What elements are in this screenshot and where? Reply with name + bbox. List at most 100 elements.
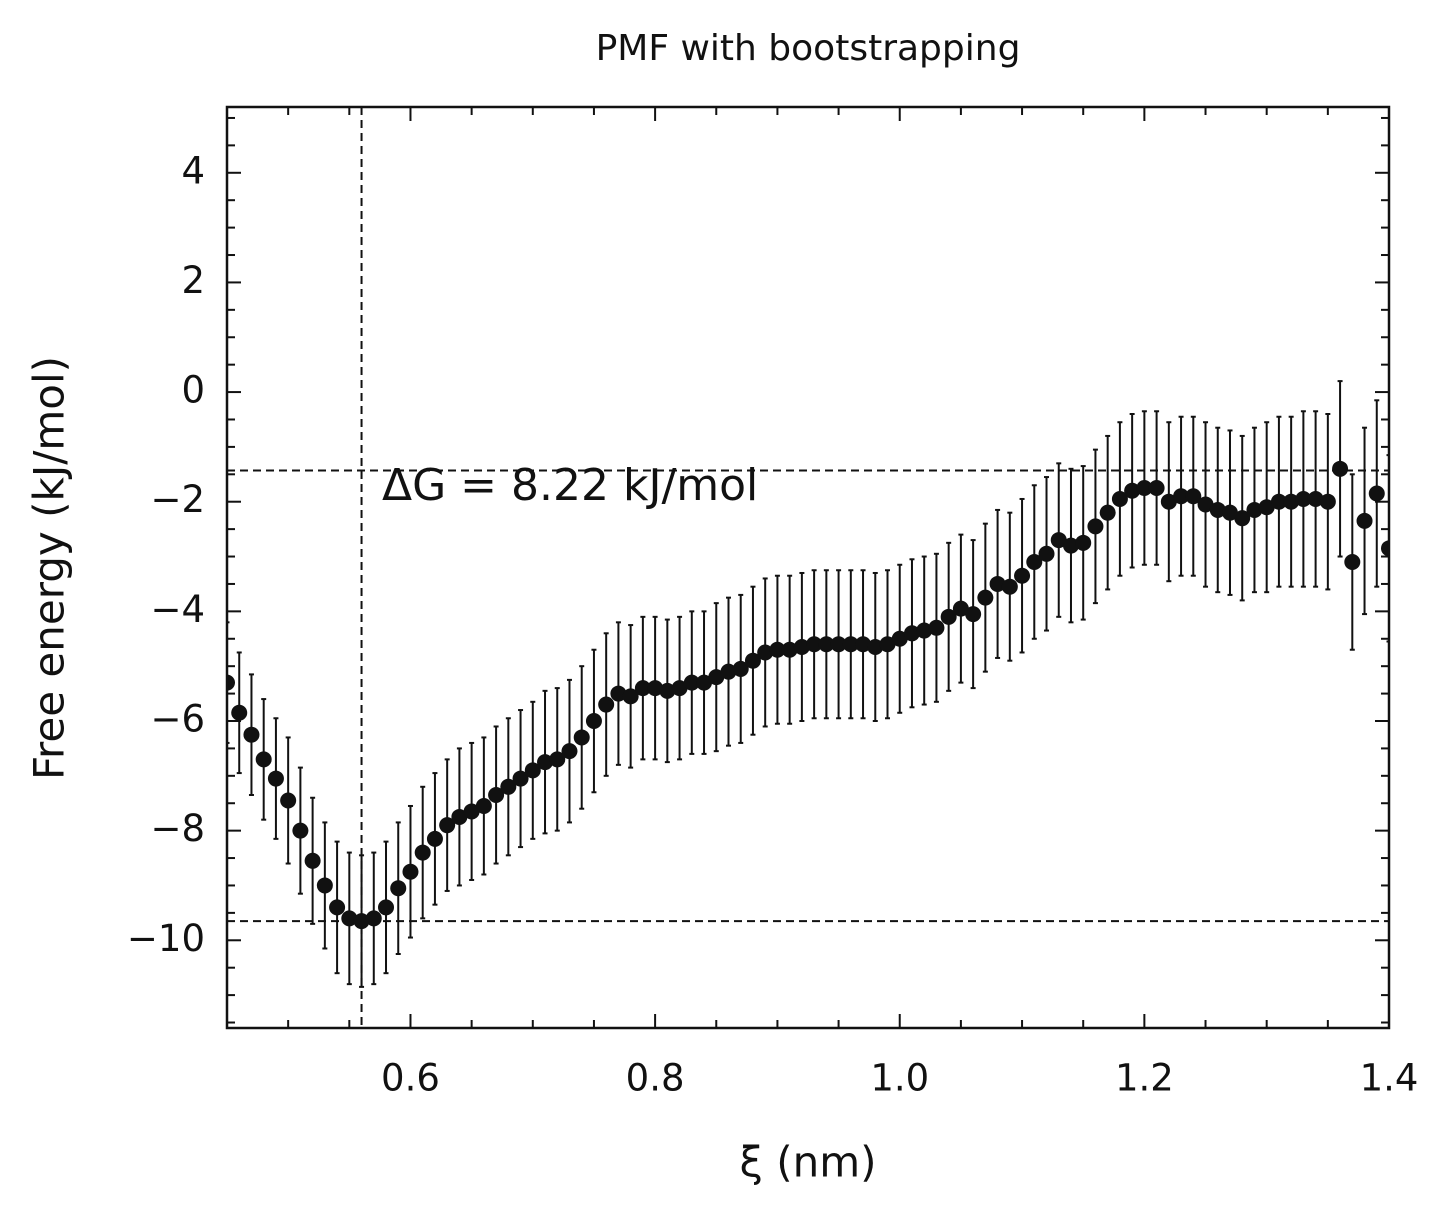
data-point xyxy=(1062,537,1079,554)
data-point xyxy=(1295,490,1312,507)
data-point xyxy=(524,762,541,779)
data-point xyxy=(1319,493,1336,510)
data-point xyxy=(1381,540,1389,557)
data-point xyxy=(475,797,492,814)
data-point xyxy=(537,754,554,771)
data-point xyxy=(671,680,688,697)
data-point xyxy=(1185,488,1202,505)
data-point xyxy=(1258,499,1275,516)
data-point xyxy=(573,729,590,746)
data-point xyxy=(806,636,823,653)
data-point xyxy=(818,636,835,653)
data-point xyxy=(598,696,615,713)
data-point xyxy=(1160,493,1177,510)
data-point xyxy=(304,852,321,869)
x-tick-label: 0.6 xyxy=(381,1057,440,1100)
data-point xyxy=(720,663,737,680)
data-point xyxy=(561,743,578,760)
data-point xyxy=(879,636,896,653)
data-point xyxy=(696,674,713,691)
data-point xyxy=(463,803,480,820)
data-point xyxy=(512,770,529,787)
data-point xyxy=(757,644,774,661)
data-point xyxy=(647,680,664,697)
data-point xyxy=(1332,460,1349,477)
data-point xyxy=(1014,567,1031,584)
data-point xyxy=(255,751,272,768)
data-point xyxy=(977,589,994,606)
data-point xyxy=(426,830,443,847)
y-tick-label: −6 xyxy=(150,698,205,741)
data-point xyxy=(1234,510,1251,527)
data-point xyxy=(488,787,505,804)
data-point xyxy=(439,817,456,834)
data-point xyxy=(1050,532,1067,549)
data-point xyxy=(1148,480,1165,497)
data-point xyxy=(781,641,798,658)
chart-title: PMF with bootstrapping xyxy=(596,28,1021,69)
data-point xyxy=(1270,493,1287,510)
data-point xyxy=(634,680,651,697)
data-point xyxy=(292,822,309,839)
data-point xyxy=(928,619,945,636)
data-point xyxy=(451,808,468,825)
data-point xyxy=(659,682,676,699)
x-tick-label: 1.4 xyxy=(1360,1057,1419,1100)
y-tick-label: 0 xyxy=(181,369,205,412)
data-point xyxy=(1026,554,1043,571)
y-tick-label: −2 xyxy=(150,478,205,521)
data-point xyxy=(842,636,859,653)
data-point xyxy=(243,726,260,743)
data-point xyxy=(280,792,297,809)
data-point xyxy=(549,751,566,768)
data-point xyxy=(1209,501,1226,518)
data-point xyxy=(744,652,761,669)
data-point xyxy=(402,863,419,880)
data-point xyxy=(1356,512,1373,529)
data-point xyxy=(1173,488,1190,505)
data-point xyxy=(903,625,920,642)
data-point xyxy=(390,880,407,897)
data-point xyxy=(1111,490,1128,507)
plot-frame xyxy=(225,105,1391,1030)
y-tick-label: −4 xyxy=(150,588,205,631)
data-point xyxy=(1307,490,1324,507)
x-tick-label: 1.2 xyxy=(1115,1057,1174,1100)
data-point xyxy=(1246,501,1263,518)
data-point xyxy=(683,674,700,691)
data-point xyxy=(1099,504,1116,521)
data-point xyxy=(378,899,395,916)
data-point xyxy=(365,910,382,927)
y-tick-label: −8 xyxy=(150,807,205,850)
data-point xyxy=(867,638,884,655)
y-axis-label: Free energy (kJ/mol) xyxy=(25,356,74,780)
data-point xyxy=(227,674,235,691)
data-point xyxy=(940,608,957,625)
plot-area xyxy=(227,107,1389,1028)
y-tick-label: −10 xyxy=(127,917,205,960)
data-point xyxy=(1124,482,1141,499)
data-point xyxy=(708,669,725,686)
data-point xyxy=(316,877,333,894)
data-point xyxy=(1136,480,1153,497)
data-point xyxy=(916,622,933,639)
data-point xyxy=(231,704,248,721)
y-tick-label: 2 xyxy=(181,259,205,302)
data-point xyxy=(1197,496,1214,513)
data-point xyxy=(610,685,627,702)
data-point xyxy=(622,688,639,705)
data-point xyxy=(769,641,786,658)
data-point xyxy=(585,713,602,729)
x-axis-label: ξ (nm) xyxy=(739,1138,876,1187)
data-point xyxy=(830,636,847,653)
data-point xyxy=(1221,504,1238,521)
data-point xyxy=(329,899,346,916)
annotation: ΔG = 8.22 kJ/mol xyxy=(382,460,758,511)
data-point xyxy=(732,660,749,677)
data-point xyxy=(267,770,284,787)
data-point xyxy=(414,844,431,861)
data-point xyxy=(1001,578,1018,595)
data-point xyxy=(1344,554,1361,571)
x-tick-label: 0.8 xyxy=(626,1057,685,1100)
